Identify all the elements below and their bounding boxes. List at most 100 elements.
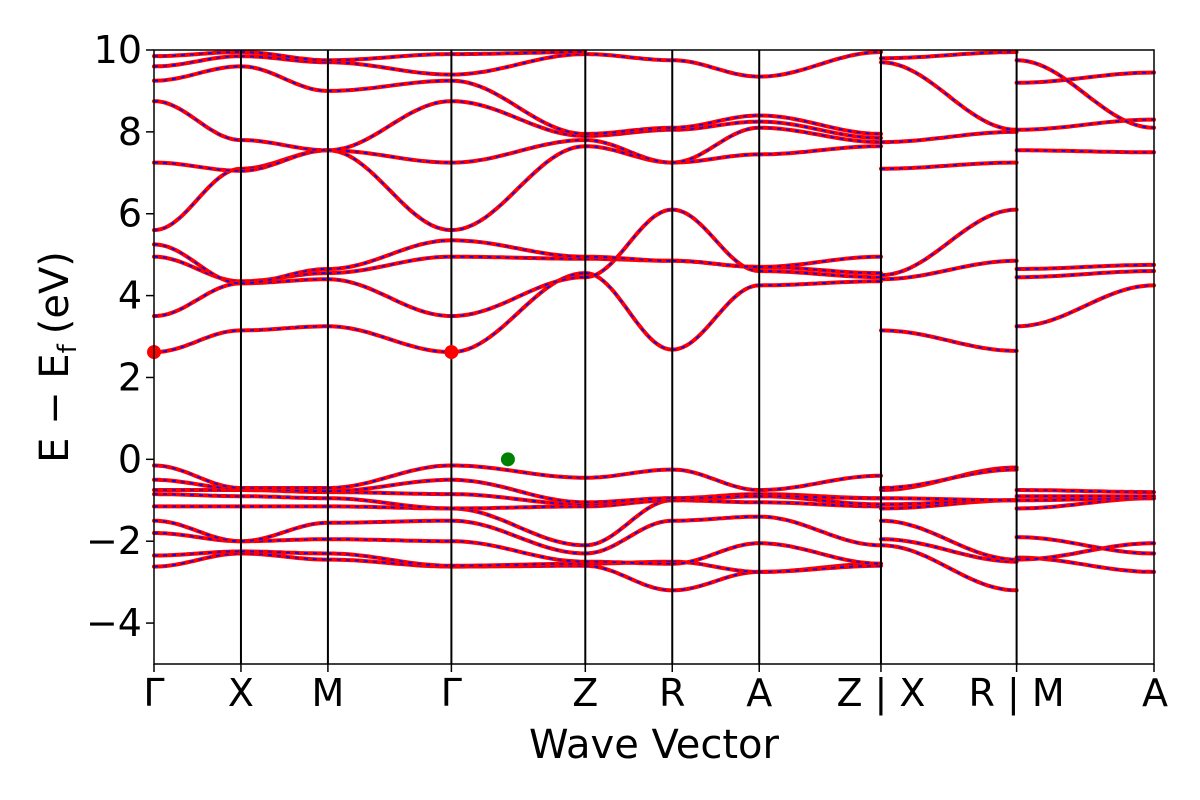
band-line-overlay <box>327 497 452 510</box>
band-line-overlay <box>154 161 242 172</box>
plot-area <box>154 50 1154 664</box>
bands-layer <box>152 50 1156 593</box>
band-line <box>1014 70 1156 85</box>
y-tick-label: 8 <box>118 110 142 154</box>
band-line-overlay <box>327 255 452 274</box>
cbm-marker <box>444 345 459 360</box>
band-line-overlay <box>585 560 673 565</box>
band-line <box>879 258 1019 282</box>
band-line <box>1014 541 1156 562</box>
band-line-overlay <box>585 468 673 479</box>
band-line-overlay <box>153 100 242 141</box>
y-axis-title-unit: (eV) <box>32 251 78 334</box>
band-line <box>879 129 1019 145</box>
y-tick-label: −4 <box>86 601 142 645</box>
band-line <box>879 467 1019 490</box>
band-line <box>583 271 675 352</box>
band-line-overlay <box>327 149 452 164</box>
band-line <box>449 518 588 556</box>
band-line-overlay <box>451 562 586 567</box>
band-line-overlay <box>154 550 242 557</box>
band-line-overlay <box>585 208 673 278</box>
band-line-overlay <box>759 114 882 135</box>
band-line-overlay <box>241 325 328 332</box>
band-line <box>449 52 588 77</box>
band-line-overlay <box>451 51 586 55</box>
band-line <box>449 99 588 138</box>
y-axis-title: E − Ef (eV) <box>32 251 83 463</box>
band-line-overlay <box>672 153 760 164</box>
band-line-overlay <box>241 495 328 499</box>
band-line <box>1014 117 1156 132</box>
x-tick-label: R | M <box>969 671 1065 716</box>
band-line-overlay <box>672 260 760 268</box>
band-line <box>879 207 1019 278</box>
band-line <box>879 60 1019 132</box>
band-line-overlay <box>240 65 328 92</box>
band-line-overlay <box>880 544 1017 592</box>
band-line-overlay <box>154 493 241 497</box>
kpoint-lines <box>239 50 1018 664</box>
band-line-overlay <box>672 208 760 272</box>
band-line-overlay <box>451 505 586 510</box>
band-line-overlay <box>672 120 760 131</box>
band-line-overlay <box>327 239 452 270</box>
band-line-overlay <box>241 139 328 152</box>
y-tick-label: 0 <box>118 437 142 481</box>
y-axis-title-sub: f <box>53 343 83 353</box>
band-line <box>879 160 1019 171</box>
band-line-overlay <box>327 538 452 542</box>
band-line-overlay <box>672 499 760 504</box>
y-tick-label: −2 <box>86 519 142 563</box>
band-line-overlay <box>759 474 882 491</box>
x-tick-label: A <box>1142 671 1168 715</box>
x-tick-label: Γ <box>441 671 462 715</box>
band-line-overlay <box>585 565 673 592</box>
band-line-overlay <box>759 270 881 278</box>
band-line <box>879 496 1019 503</box>
x-tick-label: Z <box>572 671 598 715</box>
band-line-overlay <box>451 507 586 547</box>
band-line-overlay <box>759 501 881 508</box>
band-line-overlay <box>153 519 242 542</box>
band-line-overlay <box>153 552 241 568</box>
band-line <box>449 463 588 480</box>
band-line-overlay <box>327 325 452 353</box>
band-line-overlay <box>153 167 242 231</box>
band-line-overlay <box>585 139 673 164</box>
band-line-overlay <box>327 278 452 317</box>
band-line-overlay <box>672 59 760 78</box>
band-line <box>1014 148 1156 155</box>
band-line-overlay <box>672 542 760 565</box>
band-line <box>449 138 588 165</box>
band-line-overlay <box>759 515 882 547</box>
vbm-marker <box>500 452 515 467</box>
band-line-overlay <box>241 268 328 285</box>
band-line-overlay <box>585 127 673 135</box>
x-tick-label: A <box>746 671 772 715</box>
band-line-overlay <box>327 79 452 92</box>
band-line-overlay <box>759 51 882 78</box>
band-line-overlay <box>759 127 882 143</box>
band-line <box>1014 488 1156 495</box>
band-line-overlay <box>153 464 242 489</box>
band-line-overlay <box>759 565 881 573</box>
band-line-overlay <box>672 468 760 491</box>
band-line <box>1014 535 1156 556</box>
band-line-overlay <box>241 488 328 493</box>
band-line-overlay <box>327 149 452 231</box>
x-tick-label: M <box>312 671 345 715</box>
band-line-overlay <box>880 519 1017 561</box>
x-tick-label: Γ <box>143 671 164 715</box>
plot-frame <box>153 49 1155 665</box>
band-line-overlay <box>759 255 882 268</box>
band-line-overlay <box>240 522 328 542</box>
band-line-overlay <box>153 282 242 317</box>
band-line-overlay <box>241 550 328 555</box>
band-line-overlay <box>327 53 452 61</box>
band-line <box>449 477 588 505</box>
y-tick-label: 4 <box>118 274 142 318</box>
band-line-overlay <box>451 276 586 317</box>
band-line-overlay <box>240 55 328 64</box>
